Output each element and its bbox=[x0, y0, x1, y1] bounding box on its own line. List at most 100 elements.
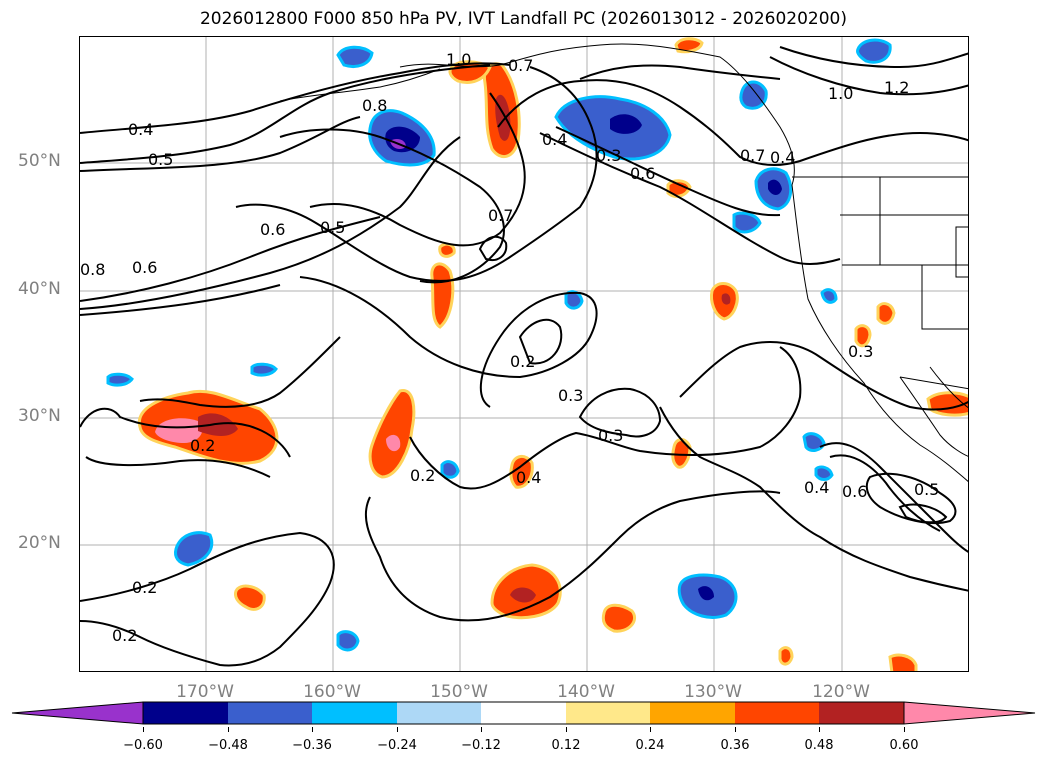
pv-negative-region bbox=[820, 288, 838, 304]
pv-negative-region bbox=[739, 80, 768, 110]
contour-label: 0.4 bbox=[804, 478, 829, 497]
pv-contour bbox=[579, 64, 781, 80]
contour-label: 0.2 bbox=[510, 352, 535, 371]
lon-label-170w: 170°W bbox=[176, 682, 234, 702]
coastline-mexico-west bbox=[929, 366, 968, 409]
colorbar-segment bbox=[312, 702, 397, 724]
pv-positive-core bbox=[510, 587, 536, 603]
contour-label: 0.4 bbox=[542, 130, 567, 149]
pv-contour bbox=[578, 387, 662, 438]
pv-contour bbox=[139, 336, 341, 408]
pv-contour bbox=[279, 128, 505, 284]
lat-label-40n: 40°N bbox=[18, 279, 61, 299]
lat-label-20n: 20°N bbox=[18, 533, 61, 553]
colorbar-outline bbox=[142, 701, 905, 725]
contour-label: 0.2 bbox=[190, 436, 215, 455]
colorbar-tick-label: 0.24 bbox=[635, 738, 665, 753]
colorbar-tickmark bbox=[143, 727, 144, 732]
colorbar-tickmark bbox=[904, 727, 905, 732]
pv-contour bbox=[779, 46, 968, 69]
pv-negative-region bbox=[336, 630, 360, 652]
colorbar-tickmark bbox=[566, 727, 567, 732]
colorbar-tick-label: 0.12 bbox=[551, 738, 581, 753]
pv-negative-region bbox=[814, 465, 834, 481]
colorbar-segment bbox=[650, 702, 735, 724]
pv-positive-core bbox=[386, 434, 401, 452]
pv-contour bbox=[679, 341, 968, 411]
contour-label: 0.6 bbox=[630, 164, 655, 183]
pv-negative-core bbox=[768, 179, 782, 195]
colorbar-tick-label: 0.36 bbox=[720, 738, 750, 753]
contour-label: 0.4 bbox=[516, 468, 541, 487]
pv-contour bbox=[659, 406, 968, 592]
contour-label: 1.2 bbox=[884, 78, 909, 97]
pv-contour bbox=[865, 472, 957, 525]
contour-label: 0.8 bbox=[362, 96, 387, 115]
contour-label: 1.0 bbox=[446, 50, 471, 69]
pv-negative-core bbox=[698, 586, 714, 601]
pv-positive-core bbox=[155, 418, 203, 443]
contour-label: 0.8 bbox=[80, 260, 105, 279]
colorbar-tick-label: 0.48 bbox=[804, 738, 834, 753]
pv-positive-region bbox=[778, 646, 794, 666]
colorbar-tickmark bbox=[481, 727, 482, 732]
pv-positive-region bbox=[368, 389, 416, 479]
colorbar-tick-label: −0.36 bbox=[292, 738, 332, 753]
colorbar-segment bbox=[819, 702, 904, 724]
border-frame-notch bbox=[955, 226, 968, 278]
pv-filled-regions bbox=[106, 37, 968, 671]
contour-label-group: 1.0 0.7 0.8 0.4 0.5 0.4 0.3 0.6 0.7 1.0 … bbox=[80, 50, 939, 645]
pv-contour bbox=[364, 490, 781, 622]
colorbar-tick-label: −0.24 bbox=[377, 738, 417, 753]
lat-label-50n: 50°N bbox=[18, 151, 61, 171]
coastline-baja bbox=[899, 376, 968, 457]
contour-label: 0.6 bbox=[842, 482, 867, 501]
pv-contour bbox=[80, 284, 281, 316]
contour-label: 0.6 bbox=[260, 220, 285, 239]
pv-positive-region bbox=[601, 603, 637, 633]
contour-label: 0.4 bbox=[128, 120, 153, 139]
lon-label-120w: 120°W bbox=[812, 682, 870, 702]
pv-contour bbox=[555, 126, 781, 217]
map-panel: 1.0 0.7 0.8 0.4 0.5 0.4 0.3 0.6 0.7 1.0 … bbox=[79, 36, 969, 672]
pv-contour bbox=[518, 318, 563, 365]
colorbar-segments bbox=[11, 701, 1036, 725]
contour-label: 0.5 bbox=[914, 480, 939, 499]
contour-label: 0.3 bbox=[848, 342, 873, 361]
pv-contour bbox=[539, 132, 841, 265]
pv-negative-region bbox=[336, 45, 374, 68]
colorbar-tickmark bbox=[397, 727, 398, 732]
colorbar-extend-right bbox=[903, 701, 1036, 725]
pv-contour bbox=[80, 62, 511, 134]
pv-contour bbox=[80, 407, 291, 458]
lon-label-160w: 160°W bbox=[303, 682, 361, 702]
pv-contour bbox=[769, 56, 968, 96]
colorbar-tickmark bbox=[228, 727, 229, 732]
pv-negative-region bbox=[440, 460, 460, 479]
pv-positive-region bbox=[876, 302, 896, 325]
map-title: 2026012800 F000 850 hPa PV, IVT Landfall… bbox=[199, 9, 847, 29]
pv-contour bbox=[309, 92, 526, 247]
colorbar-extend-left bbox=[11, 701, 144, 725]
pv-positive-region bbox=[671, 438, 692, 469]
pv-contour bbox=[80, 116, 361, 172]
pv-negative-region bbox=[856, 38, 892, 64]
pv-contour bbox=[819, 442, 968, 553]
colorbar-tickmark bbox=[819, 727, 820, 732]
contour-label: 0.4 bbox=[770, 148, 795, 167]
contour-label: 0.7 bbox=[740, 146, 765, 165]
pv-contour bbox=[478, 235, 508, 261]
colorbar-segment bbox=[228, 702, 312, 724]
contour-label: 0.2 bbox=[112, 626, 137, 645]
pv-contour bbox=[497, 79, 968, 167]
pv-contour bbox=[829, 454, 941, 532]
contour-label: 0.2 bbox=[410, 466, 435, 485]
contour-label: 0.7 bbox=[488, 206, 513, 225]
pv-negative-region bbox=[106, 372, 134, 387]
colorbar-tick-label: 0.60 bbox=[889, 738, 919, 753]
pv-contours bbox=[80, 46, 968, 667]
colorbar-tickmark bbox=[312, 727, 313, 732]
colorbar-tick-label: −0.48 bbox=[208, 738, 248, 753]
pv-negative-region bbox=[802, 432, 826, 452]
contour-label: 0.3 bbox=[558, 386, 583, 405]
